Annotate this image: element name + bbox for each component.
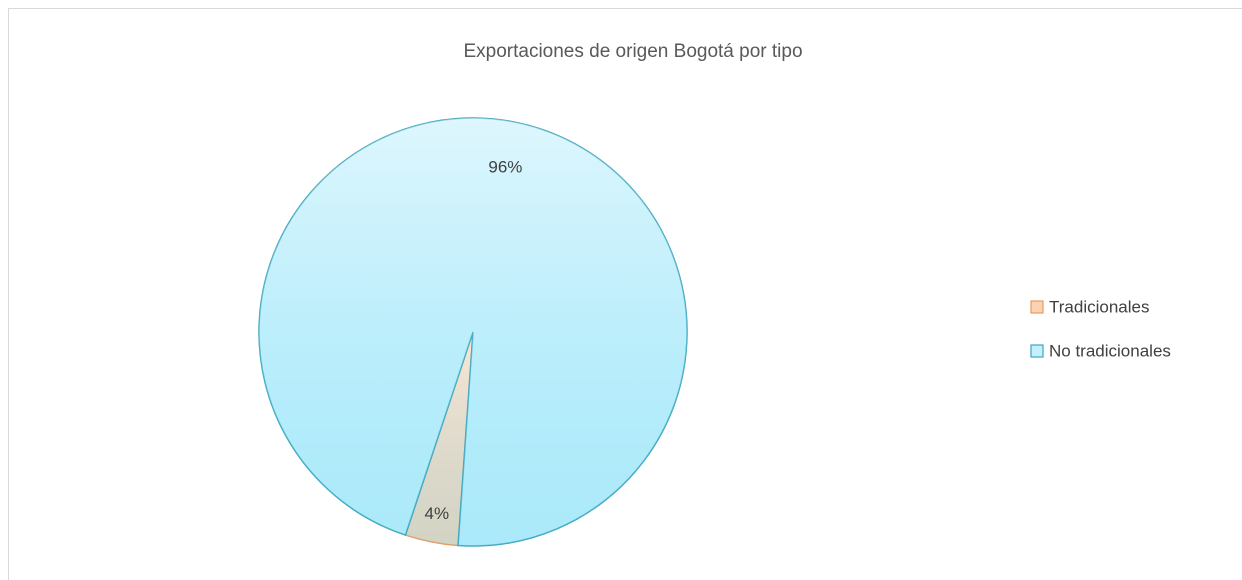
legend-swatch bbox=[1030, 344, 1044, 358]
legend-label: Tradicionales bbox=[1049, 297, 1149, 316]
slice-shade bbox=[405, 332, 473, 546]
chart-title: Exportaciones de origen Bogotá por tipo bbox=[463, 41, 802, 62]
slice-shade bbox=[258, 117, 687, 546]
legend-swatch bbox=[1030, 300, 1044, 314]
data-label: 96% bbox=[488, 158, 522, 177]
data-label: 4% bbox=[425, 504, 450, 523]
legend-label: No tradicionales bbox=[1049, 341, 1171, 360]
